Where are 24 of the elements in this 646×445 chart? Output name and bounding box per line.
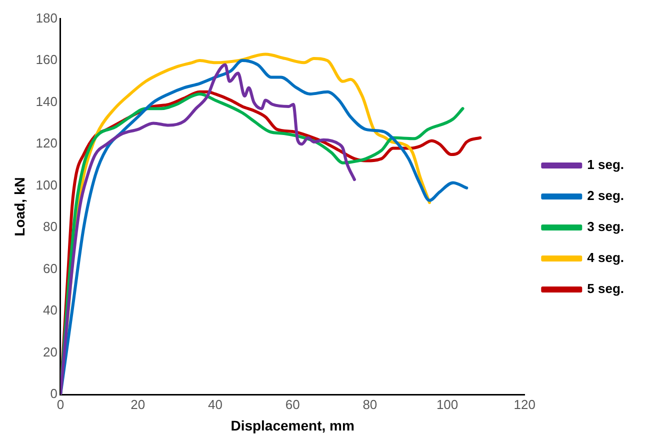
legend-label: 2 seg.: [587, 188, 624, 204]
legend-label: 3 seg.: [587, 219, 624, 234]
legend-label: 4 seg.: [587, 250, 624, 266]
x-tick-label: 20: [130, 396, 146, 412]
x-tick-label: 80: [362, 396, 378, 412]
y-tick-label: 80: [43, 219, 58, 234]
y-tick-label: 160: [36, 52, 58, 68]
x-tick-label: 60: [285, 396, 300, 412]
y-tick-label: 100: [36, 177, 58, 192]
y-tick-label: 180: [36, 10, 58, 26]
y-tick-label: 40: [43, 302, 58, 318]
x-tick-label: 120: [514, 396, 536, 412]
y-tick-label: 140: [36, 94, 58, 109]
line-series: [60, 63, 356, 395]
y-tick-label: 60: [43, 260, 58, 276]
x-axis-title: Displacement, mm: [230, 417, 354, 434]
x-tick-label: 100: [436, 396, 458, 412]
legend-label: 1 seg.: [587, 157, 624, 172]
legend-label: 5 seg.: [587, 281, 624, 296]
y-tick-label: 0: [50, 386, 58, 402]
y-tick-label: 120: [36, 136, 58, 151]
x-tick-label: 40: [208, 396, 222, 412]
y-tick-label: 20: [43, 344, 58, 360]
y-axis-title: Load, kN: [11, 177, 28, 236]
